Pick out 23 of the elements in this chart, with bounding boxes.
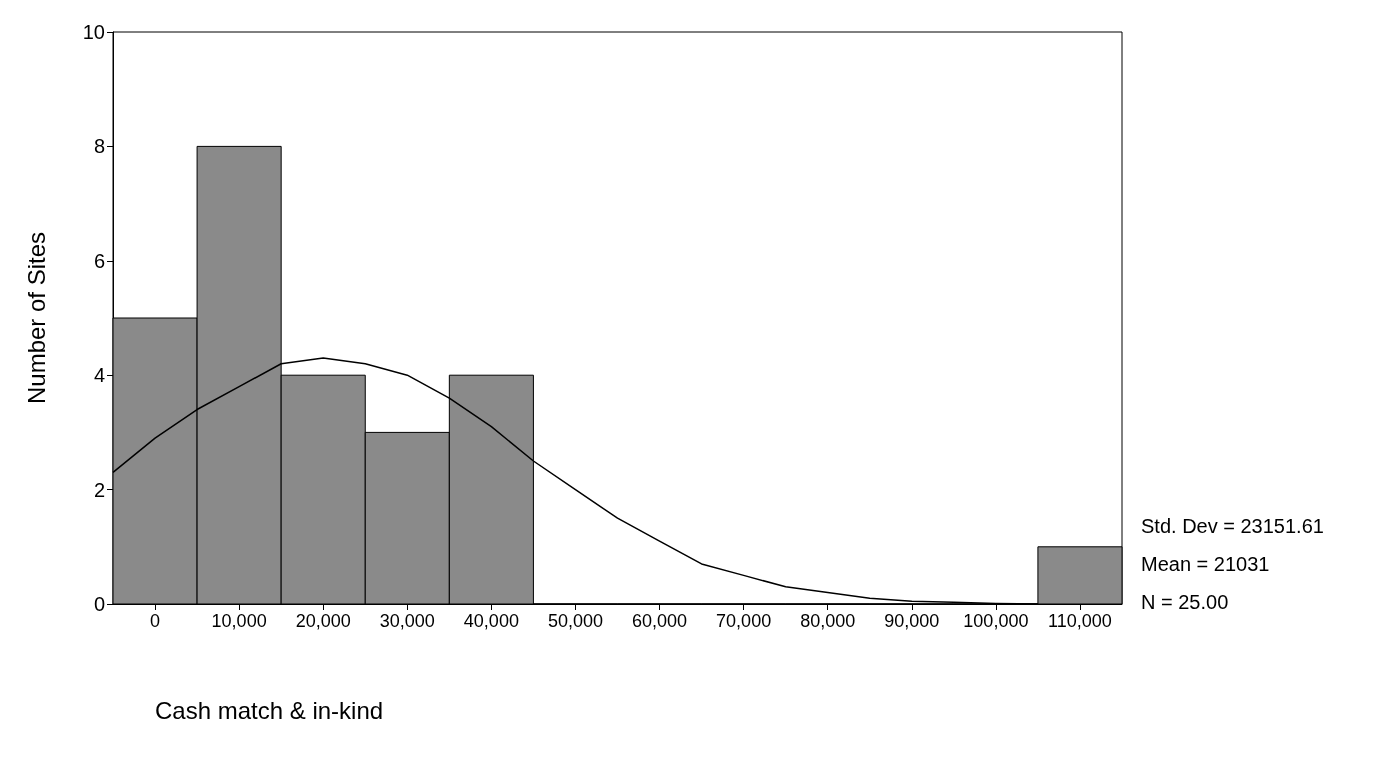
x-tick-label: 0 [150,611,161,631]
x-axis-title: Cash match & in-kind [155,696,384,724]
y-tick-label: 8 [93,135,105,158]
y-tick-label: 6 [93,249,105,272]
x-tick-label: 30,000 [379,611,435,631]
x-tick-label: 20,000 [295,611,351,631]
y-tick-label: 4 [93,364,105,387]
x-tick-label: 80,000 [800,611,856,631]
text: Std. Dev = 23151.61 [1141,515,1324,537]
x-tick-label: 70,000 [716,611,772,631]
x-tick-label: 90,000 [884,611,940,631]
x-tick-label: 110,000 [1048,611,1112,631]
x-tick-label: 60,000 [632,611,688,631]
y-tick-label: 2 [93,478,105,501]
y-axis-title: Number of Sites [22,231,50,405]
y-tick-label: 0 [93,593,105,615]
x-tick-label: 50,000 [547,611,603,631]
y-tick-label: 10 [82,21,105,43]
text: N = 25.00 [1141,591,1229,613]
x-tick-label: 40,000 [463,611,519,631]
x-tick-label: 10,000 [211,611,267,631]
text: Mean = 21031 [1141,553,1270,575]
x-tick-label: 100,000 [963,611,1029,631]
